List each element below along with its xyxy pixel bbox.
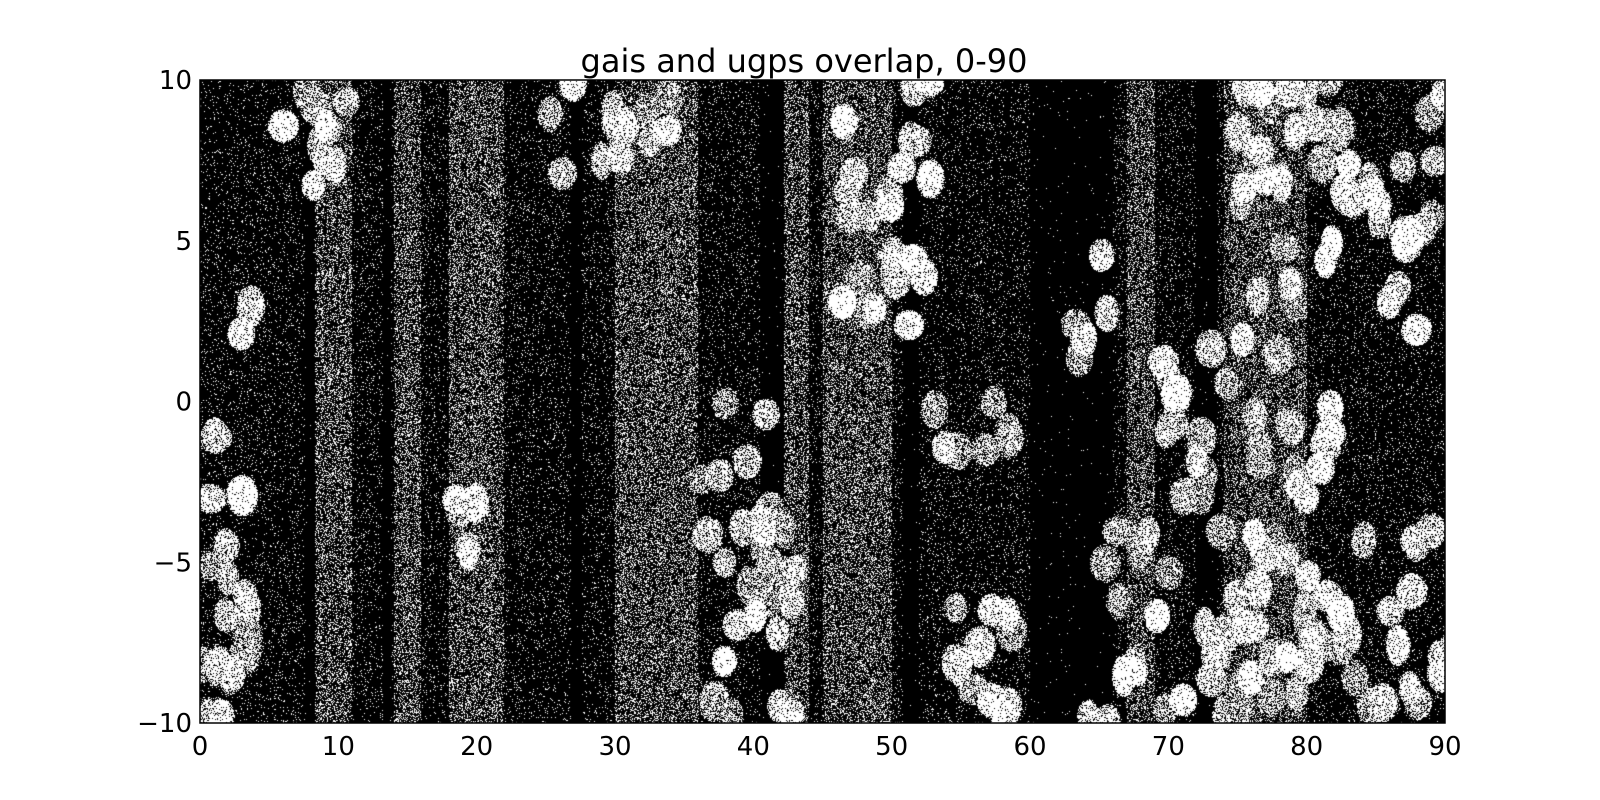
x-tick-label: 30 (598, 732, 631, 762)
overlap-density-image (200, 80, 1445, 723)
x-tick-label: 20 (460, 732, 493, 762)
y-tick-label: 5 (175, 227, 192, 257)
x-axis: 0 10 20 30 40 50 60 70 80 90 (192, 80, 1462, 762)
y-tick-label: −5 (154, 548, 192, 578)
y-tick-label: 10 (159, 66, 192, 96)
x-tick-label: 10 (322, 732, 355, 762)
x-tick-label: 80 (1290, 732, 1323, 762)
x-tick-label: 40 (737, 732, 770, 762)
plot-area (199, 79, 1446, 724)
y-axis: 10 5 0 −5 −10 (137, 66, 1445, 739)
chart-title: gais and ugps overlap, 0-90 (581, 42, 1028, 80)
y-tick-label: 0 (175, 388, 192, 418)
x-tick-label: 90 (1428, 732, 1461, 762)
y-tick-label: −10 (137, 709, 192, 739)
x-tick-label: 0 (192, 732, 209, 762)
x-tick-label: 70 (1152, 732, 1185, 762)
x-tick-label: 60 (1013, 732, 1046, 762)
x-tick-label: 50 (875, 732, 908, 762)
